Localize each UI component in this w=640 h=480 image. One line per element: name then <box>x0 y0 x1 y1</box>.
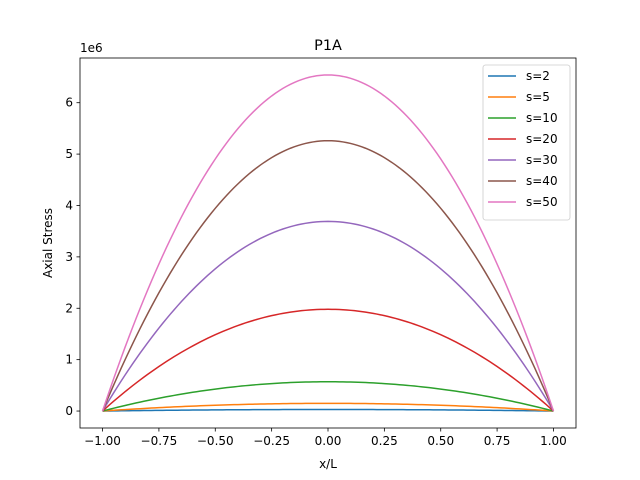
series-line-s-10 <box>102 380 554 412</box>
y-tick-label: 4 <box>65 198 73 212</box>
legend-label: s=50 <box>526 195 558 209</box>
y-axis-offset-text: 1e6 <box>80 41 103 55</box>
series-line-s-30 <box>101 220 555 412</box>
x-tick-label: 0.25 <box>371 434 398 448</box>
y-tick-label: 3 <box>65 250 73 264</box>
y-tick-label: 1 <box>65 353 73 367</box>
legend-label: s=20 <box>526 132 558 146</box>
series-line-s-2 <box>102 408 554 412</box>
legend: s=2 s=5 s=10 s=20 s=30 s=40 s=50 <box>482 64 571 221</box>
y-tick-label: 5 <box>65 147 73 161</box>
y-tick-label: 2 <box>65 301 73 315</box>
series-line-s-50 <box>101 74 555 412</box>
chart-title: P1A <box>314 38 342 54</box>
y-tick-label: 6 <box>65 96 73 110</box>
x-tick-label: −1.00 <box>84 434 121 448</box>
x-axis-ticks: −1.00 −0.75 −0.50 −0.25 0.00 0.25 0.50 0.75 1.00 <box>84 428 567 448</box>
legend-label: s=30 <box>526 153 558 167</box>
y-tick-label: 0 <box>65 404 73 418</box>
series-line-s-20 <box>102 308 554 412</box>
series-line-s-5 <box>102 402 554 412</box>
plot-frame <box>79 57 577 429</box>
x-axis-title: x/L <box>319 457 337 471</box>
x-tick-label: 0.75 <box>484 434 511 448</box>
x-tick-label: −0.25 <box>253 434 290 448</box>
legend-label: s=10 <box>526 111 558 125</box>
x-tick-label: 1.00 <box>540 434 567 448</box>
x-tick-label: −0.50 <box>197 434 234 448</box>
series-line-s-40 <box>101 139 555 412</box>
legend-label: s=2 <box>526 69 550 83</box>
x-tick-label: 0.00 <box>315 434 342 448</box>
x-tick-label: 0.50 <box>427 434 454 448</box>
legend-label: s=5 <box>526 90 550 104</box>
y-axis-title: Axial Stress <box>41 208 55 278</box>
legend-label: s=40 <box>526 174 558 188</box>
y-axis-ticks: 0 1 2 3 4 5 6 <box>65 96 80 418</box>
series-layer <box>101 74 555 412</box>
x-tick-label: −0.75 <box>141 434 178 448</box>
